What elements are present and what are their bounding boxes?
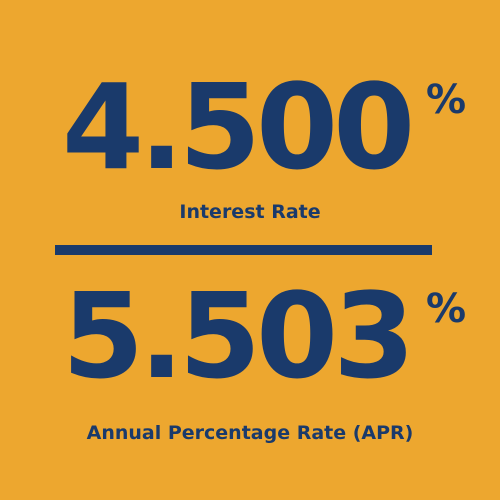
divider: [55, 245, 432, 255]
apr-value: 5.503: [62, 267, 415, 405]
apr-label: Annual Percentage Rate (APR): [86, 422, 414, 444]
interest-rate-percent-sign: %: [426, 77, 467, 123]
apr-percent-sign: %: [426, 286, 467, 332]
interest-rate-value: 4.500: [62, 58, 415, 196]
interest-rate-label: Interest Rate: [179, 201, 321, 223]
